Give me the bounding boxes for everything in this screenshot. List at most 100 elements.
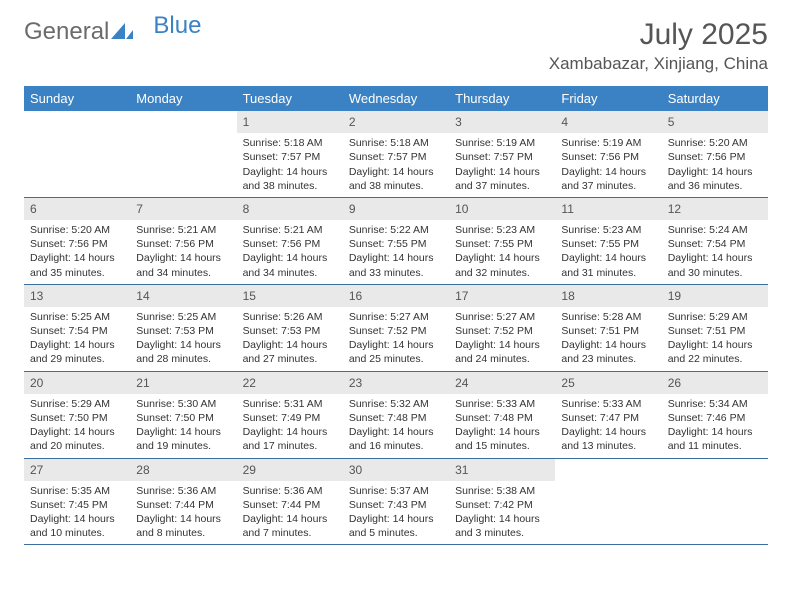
sunset-line: Sunset: 7:56 PM — [561, 150, 655, 164]
sunset-line: Sunset: 7:56 PM — [30, 237, 124, 251]
daylight-line: Daylight: 14 hours and 34 minutes. — [136, 251, 230, 279]
sunrise-line: Sunrise: 5:18 AM — [243, 136, 337, 150]
sunset-line: Sunset: 7:48 PM — [455, 411, 549, 425]
calendar-cell: 20Sunrise: 5:29 AMSunset: 7:50 PMDayligh… — [24, 371, 130, 458]
sunrise-line: Sunrise: 5:23 AM — [455, 223, 549, 237]
calendar-row: 13Sunrise: 5:25 AMSunset: 7:54 PMDayligh… — [24, 284, 768, 371]
sunrise-line: Sunrise: 5:37 AM — [349, 484, 443, 498]
sunset-line: Sunset: 7:52 PM — [349, 324, 443, 338]
day-content: Sunrise: 5:29 AMSunset: 7:51 PMDaylight:… — [662, 309, 768, 371]
day-number: 10 — [449, 198, 555, 220]
day-number: 23 — [343, 372, 449, 394]
day-content: Sunrise: 5:35 AMSunset: 7:45 PMDaylight:… — [24, 483, 130, 545]
logo: General Blue — [24, 18, 201, 46]
sunrise-line: Sunrise: 5:28 AM — [561, 310, 655, 324]
day-content: Sunrise: 5:19 AMSunset: 7:57 PMDaylight:… — [449, 135, 555, 197]
daylight-line: Daylight: 14 hours and 22 minutes. — [668, 338, 762, 366]
sunset-line: Sunset: 7:48 PM — [349, 411, 443, 425]
header: General Blue July 2025 Xambabazar, Xinji… — [24, 18, 768, 74]
calendar-cell: 4Sunrise: 5:19 AMSunset: 7:56 PMDaylight… — [555, 111, 661, 197]
sunset-line: Sunset: 7:51 PM — [561, 324, 655, 338]
logo-sail-icon — [111, 18, 133, 46]
day-number: 25 — [555, 372, 661, 394]
calendar-cell: 17Sunrise: 5:27 AMSunset: 7:52 PMDayligh… — [449, 284, 555, 371]
sunrise-line: Sunrise: 5:19 AM — [455, 136, 549, 150]
calendar-cell: 5Sunrise: 5:20 AMSunset: 7:56 PMDaylight… — [662, 111, 768, 197]
sunset-line: Sunset: 7:53 PM — [243, 324, 337, 338]
daylight-line: Daylight: 14 hours and 30 minutes. — [668, 251, 762, 279]
sunrise-line: Sunrise: 5:27 AM — [349, 310, 443, 324]
day-content: Sunrise: 5:23 AMSunset: 7:55 PMDaylight:… — [555, 222, 661, 284]
daylight-line: Daylight: 14 hours and 16 minutes. — [349, 425, 443, 453]
sunset-line: Sunset: 7:57 PM — [349, 150, 443, 164]
sunrise-line: Sunrise: 5:23 AM — [561, 223, 655, 237]
day-content: Sunrise: 5:33 AMSunset: 7:48 PMDaylight:… — [449, 396, 555, 458]
daylight-line: Daylight: 14 hours and 38 minutes. — [243, 165, 337, 193]
day-content: Sunrise: 5:20 AMSunset: 7:56 PMDaylight:… — [24, 222, 130, 284]
sunrise-line: Sunrise: 5:18 AM — [349, 136, 443, 150]
calendar-cell: 8Sunrise: 5:21 AMSunset: 7:56 PMDaylight… — [237, 197, 343, 284]
daylight-line: Daylight: 14 hours and 31 minutes. — [561, 251, 655, 279]
day-number: 2 — [343, 111, 449, 133]
day-number: 15 — [237, 285, 343, 307]
day-content: Sunrise: 5:27 AMSunset: 7:52 PMDaylight:… — [449, 309, 555, 371]
calendar-cell-empty — [24, 111, 130, 197]
daylight-line: Daylight: 14 hours and 33 minutes. — [349, 251, 443, 279]
calendar-cell: 14Sunrise: 5:25 AMSunset: 7:53 PMDayligh… — [130, 284, 236, 371]
day-content: Sunrise: 5:31 AMSunset: 7:49 PMDaylight:… — [237, 396, 343, 458]
day-number: 12 — [662, 198, 768, 220]
day-number: 20 — [24, 372, 130, 394]
sunset-line: Sunset: 7:44 PM — [243, 498, 337, 512]
day-number: 6 — [24, 198, 130, 220]
day-content: Sunrise: 5:38 AMSunset: 7:42 PMDaylight:… — [449, 483, 555, 545]
day-content: Sunrise: 5:29 AMSunset: 7:50 PMDaylight:… — [24, 396, 130, 458]
calendar-cell: 21Sunrise: 5:30 AMSunset: 7:50 PMDayligh… — [130, 371, 236, 458]
daylight-line: Daylight: 14 hours and 17 minutes. — [243, 425, 337, 453]
sunset-line: Sunset: 7:56 PM — [136, 237, 230, 251]
sunset-line: Sunset: 7:50 PM — [30, 411, 124, 425]
sunset-line: Sunset: 7:55 PM — [349, 237, 443, 251]
day-number: 24 — [449, 372, 555, 394]
day-number: 26 — [662, 372, 768, 394]
calendar-cell: 18Sunrise: 5:28 AMSunset: 7:51 PMDayligh… — [555, 284, 661, 371]
weekday-header: Monday — [130, 86, 236, 111]
sunset-line: Sunset: 7:53 PM — [136, 324, 230, 338]
calendar-cell: 16Sunrise: 5:27 AMSunset: 7:52 PMDayligh… — [343, 284, 449, 371]
sunrise-line: Sunrise: 5:30 AM — [136, 397, 230, 411]
daylight-line: Daylight: 14 hours and 36 minutes. — [668, 165, 762, 193]
daylight-line: Daylight: 14 hours and 35 minutes. — [30, 251, 124, 279]
day-content: Sunrise: 5:26 AMSunset: 7:53 PMDaylight:… — [237, 309, 343, 371]
sunset-line: Sunset: 7:45 PM — [30, 498, 124, 512]
location: Xambabazar, Xinjiang, China — [549, 54, 768, 74]
calendar-cell-empty — [130, 111, 236, 197]
day-number: 14 — [130, 285, 236, 307]
sunrise-line: Sunrise: 5:27 AM — [455, 310, 549, 324]
day-number: 29 — [237, 459, 343, 481]
sunset-line: Sunset: 7:54 PM — [30, 324, 124, 338]
calendar-header-row: SundayMondayTuesdayWednesdayThursdayFrid… — [24, 86, 768, 111]
calendar-row: 1Sunrise: 5:18 AMSunset: 7:57 PMDaylight… — [24, 111, 768, 197]
sunrise-line: Sunrise: 5:29 AM — [30, 397, 124, 411]
sunset-line: Sunset: 7:55 PM — [561, 237, 655, 251]
calendar-cell: 2Sunrise: 5:18 AMSunset: 7:57 PMDaylight… — [343, 111, 449, 197]
daylight-line: Daylight: 14 hours and 24 minutes. — [455, 338, 549, 366]
daylight-line: Daylight: 14 hours and 28 minutes. — [136, 338, 230, 366]
month-title: July 2025 — [549, 18, 768, 52]
daylight-line: Daylight: 14 hours and 19 minutes. — [136, 425, 230, 453]
sunset-line: Sunset: 7:54 PM — [668, 237, 762, 251]
daylight-line: Daylight: 14 hours and 37 minutes. — [455, 165, 549, 193]
sunrise-line: Sunrise: 5:32 AM — [349, 397, 443, 411]
daylight-line: Daylight: 14 hours and 23 minutes. — [561, 338, 655, 366]
calendar-cell: 28Sunrise: 5:36 AMSunset: 7:44 PMDayligh… — [130, 458, 236, 545]
calendar-row: 20Sunrise: 5:29 AMSunset: 7:50 PMDayligh… — [24, 371, 768, 458]
weekday-header: Tuesday — [237, 86, 343, 111]
sunrise-line: Sunrise: 5:25 AM — [30, 310, 124, 324]
day-number: 11 — [555, 198, 661, 220]
calendar-cell: 30Sunrise: 5:37 AMSunset: 7:43 PMDayligh… — [343, 458, 449, 545]
calendar-cell: 12Sunrise: 5:24 AMSunset: 7:54 PMDayligh… — [662, 197, 768, 284]
sunrise-line: Sunrise: 5:33 AM — [561, 397, 655, 411]
day-content: Sunrise: 5:19 AMSunset: 7:56 PMDaylight:… — [555, 135, 661, 197]
daylight-line: Daylight: 14 hours and 32 minutes. — [455, 251, 549, 279]
calendar-body: 1Sunrise: 5:18 AMSunset: 7:57 PMDaylight… — [24, 111, 768, 545]
daylight-line: Daylight: 14 hours and 20 minutes. — [30, 425, 124, 453]
